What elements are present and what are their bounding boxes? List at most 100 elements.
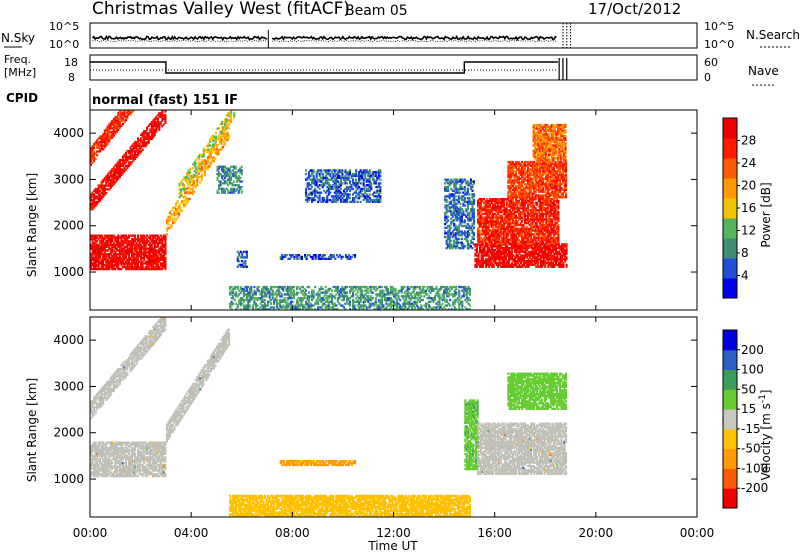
heatmap-cell — [109, 251, 112, 254]
heatmap-cell — [462, 213, 465, 216]
heatmap-cell — [550, 263, 553, 266]
heatmap-cell — [501, 252, 504, 255]
heatmap-cell — [481, 216, 484, 219]
heatmap-cell — [474, 248, 477, 252]
heatmap-cell — [327, 287, 330, 291]
heatmap-cell — [240, 180, 243, 183]
heatmap-cell — [308, 254, 311, 257]
heatmap-cell — [347, 173, 350, 176]
heatmap-cell — [99, 262, 102, 265]
heatmap-cell — [140, 264, 143, 267]
heatmap-cell — [524, 256, 527, 259]
heatmap-cell — [349, 173, 352, 176]
heatmap-cell — [99, 137, 102, 140]
heatmap-cell — [242, 261, 245, 265]
heatmap-cell — [402, 308, 405, 311]
heatmap-cell — [91, 254, 94, 258]
heatmap-cell — [526, 252, 529, 255]
heatmap-cell — [265, 308, 268, 311]
heatmap-cell — [362, 178, 365, 181]
heatmap-cell — [109, 236, 112, 239]
heatmap-cell — [127, 253, 130, 256]
heatmap-cell — [516, 265, 519, 268]
heatmap-cell — [123, 241, 126, 245]
heatmap-cell — [141, 253, 144, 256]
heatmap-cell — [240, 173, 243, 176]
heatmap-cell — [121, 241, 124, 245]
heatmap-cell — [411, 302, 414, 305]
heatmap-cell — [486, 236, 489, 240]
heatmap-cell — [254, 304, 257, 307]
heatmap-cell — [533, 263, 536, 266]
heatmap-cell — [530, 261, 533, 265]
heatmap-cell — [368, 189, 371, 192]
heatmap-cell — [112, 171, 115, 175]
heatmap-cell — [451, 211, 454, 215]
heatmap-cell — [247, 304, 250, 307]
heatmap-cell — [462, 211, 465, 215]
heatmap-cell — [112, 121, 115, 124]
heatmap-cell — [295, 291, 298, 294]
heatmap-cell — [393, 287, 396, 291]
heatmap-cell — [137, 260, 140, 263]
heatmap-cell — [162, 115, 165, 119]
heatmap-cell — [477, 229, 480, 232]
heatmap-cell — [93, 195, 96, 198]
heatmap-cell — [234, 165, 237, 168]
heatmap-cell — [103, 186, 106, 189]
heatmap-cell — [536, 265, 539, 268]
heatmap-cell — [405, 289, 408, 292]
heatmap-cell — [507, 265, 510, 268]
heatmap-cell — [111, 175, 114, 178]
heatmap-cell — [448, 228, 451, 231]
heatmap-cell — [448, 202, 451, 205]
heatmap-cell — [487, 233, 490, 236]
heatmap-cell — [228, 115, 231, 118]
heatmap-cell — [495, 252, 498, 255]
heatmap-cell — [164, 253, 167, 256]
heatmap-cell — [155, 125, 158, 128]
freq-unit-label: [MHz] — [4, 66, 36, 79]
heatmap-cell — [100, 184, 103, 187]
heatmap-cell — [91, 253, 94, 256]
heatmap-cell — [516, 247, 519, 250]
heatmap-cell — [362, 308, 365, 311]
heatmap-cell — [542, 250, 545, 253]
heatmap-cell — [462, 291, 465, 294]
heatmap-cell — [248, 289, 251, 292]
heatmap-cell — [466, 206, 469, 209]
heatmap-cell — [329, 187, 332, 191]
heatmap-cell — [383, 308, 386, 311]
heatmap-cell — [141, 247, 144, 250]
heatmap-cell — [355, 195, 358, 198]
heatmap-cell — [300, 298, 303, 302]
heatmap-cell — [203, 172, 206, 175]
heatmap-cell — [96, 249, 99, 252]
heatmap-cell — [134, 266, 137, 269]
heatmap-cell — [314, 302, 317, 305]
heatmap-cell — [349, 297, 352, 300]
heatmap-cell — [114, 125, 117, 128]
heatmap-cell — [273, 308, 276, 311]
heatmap-cell — [461, 304, 464, 307]
heatmap-cell — [482, 250, 485, 253]
heatmap-cell — [471, 185, 474, 189]
heatmap-cell — [377, 174, 380, 178]
heatmap-cell — [134, 245, 137, 248]
heatmap-cell — [498, 252, 501, 255]
heatmap-cell — [175, 209, 178, 212]
heatmap-cell — [367, 187, 370, 191]
heatmap-cell — [158, 253, 161, 256]
heatmap-cell — [178, 188, 181, 191]
heatmap-cell — [341, 285, 344, 289]
heatmap-cell — [117, 125, 120, 128]
heatmap-cell — [554, 248, 557, 252]
heatmap-cell — [253, 293, 256, 296]
heatmap-cell — [99, 140, 102, 144]
heatmap-cell — [108, 140, 111, 143]
heatmap-cell — [411, 285, 414, 289]
heatmap-cell — [399, 289, 402, 292]
heatmap-cell — [551, 258, 554, 261]
heatmap-cell — [106, 241, 109, 245]
heatmap-cell — [477, 205, 480, 208]
